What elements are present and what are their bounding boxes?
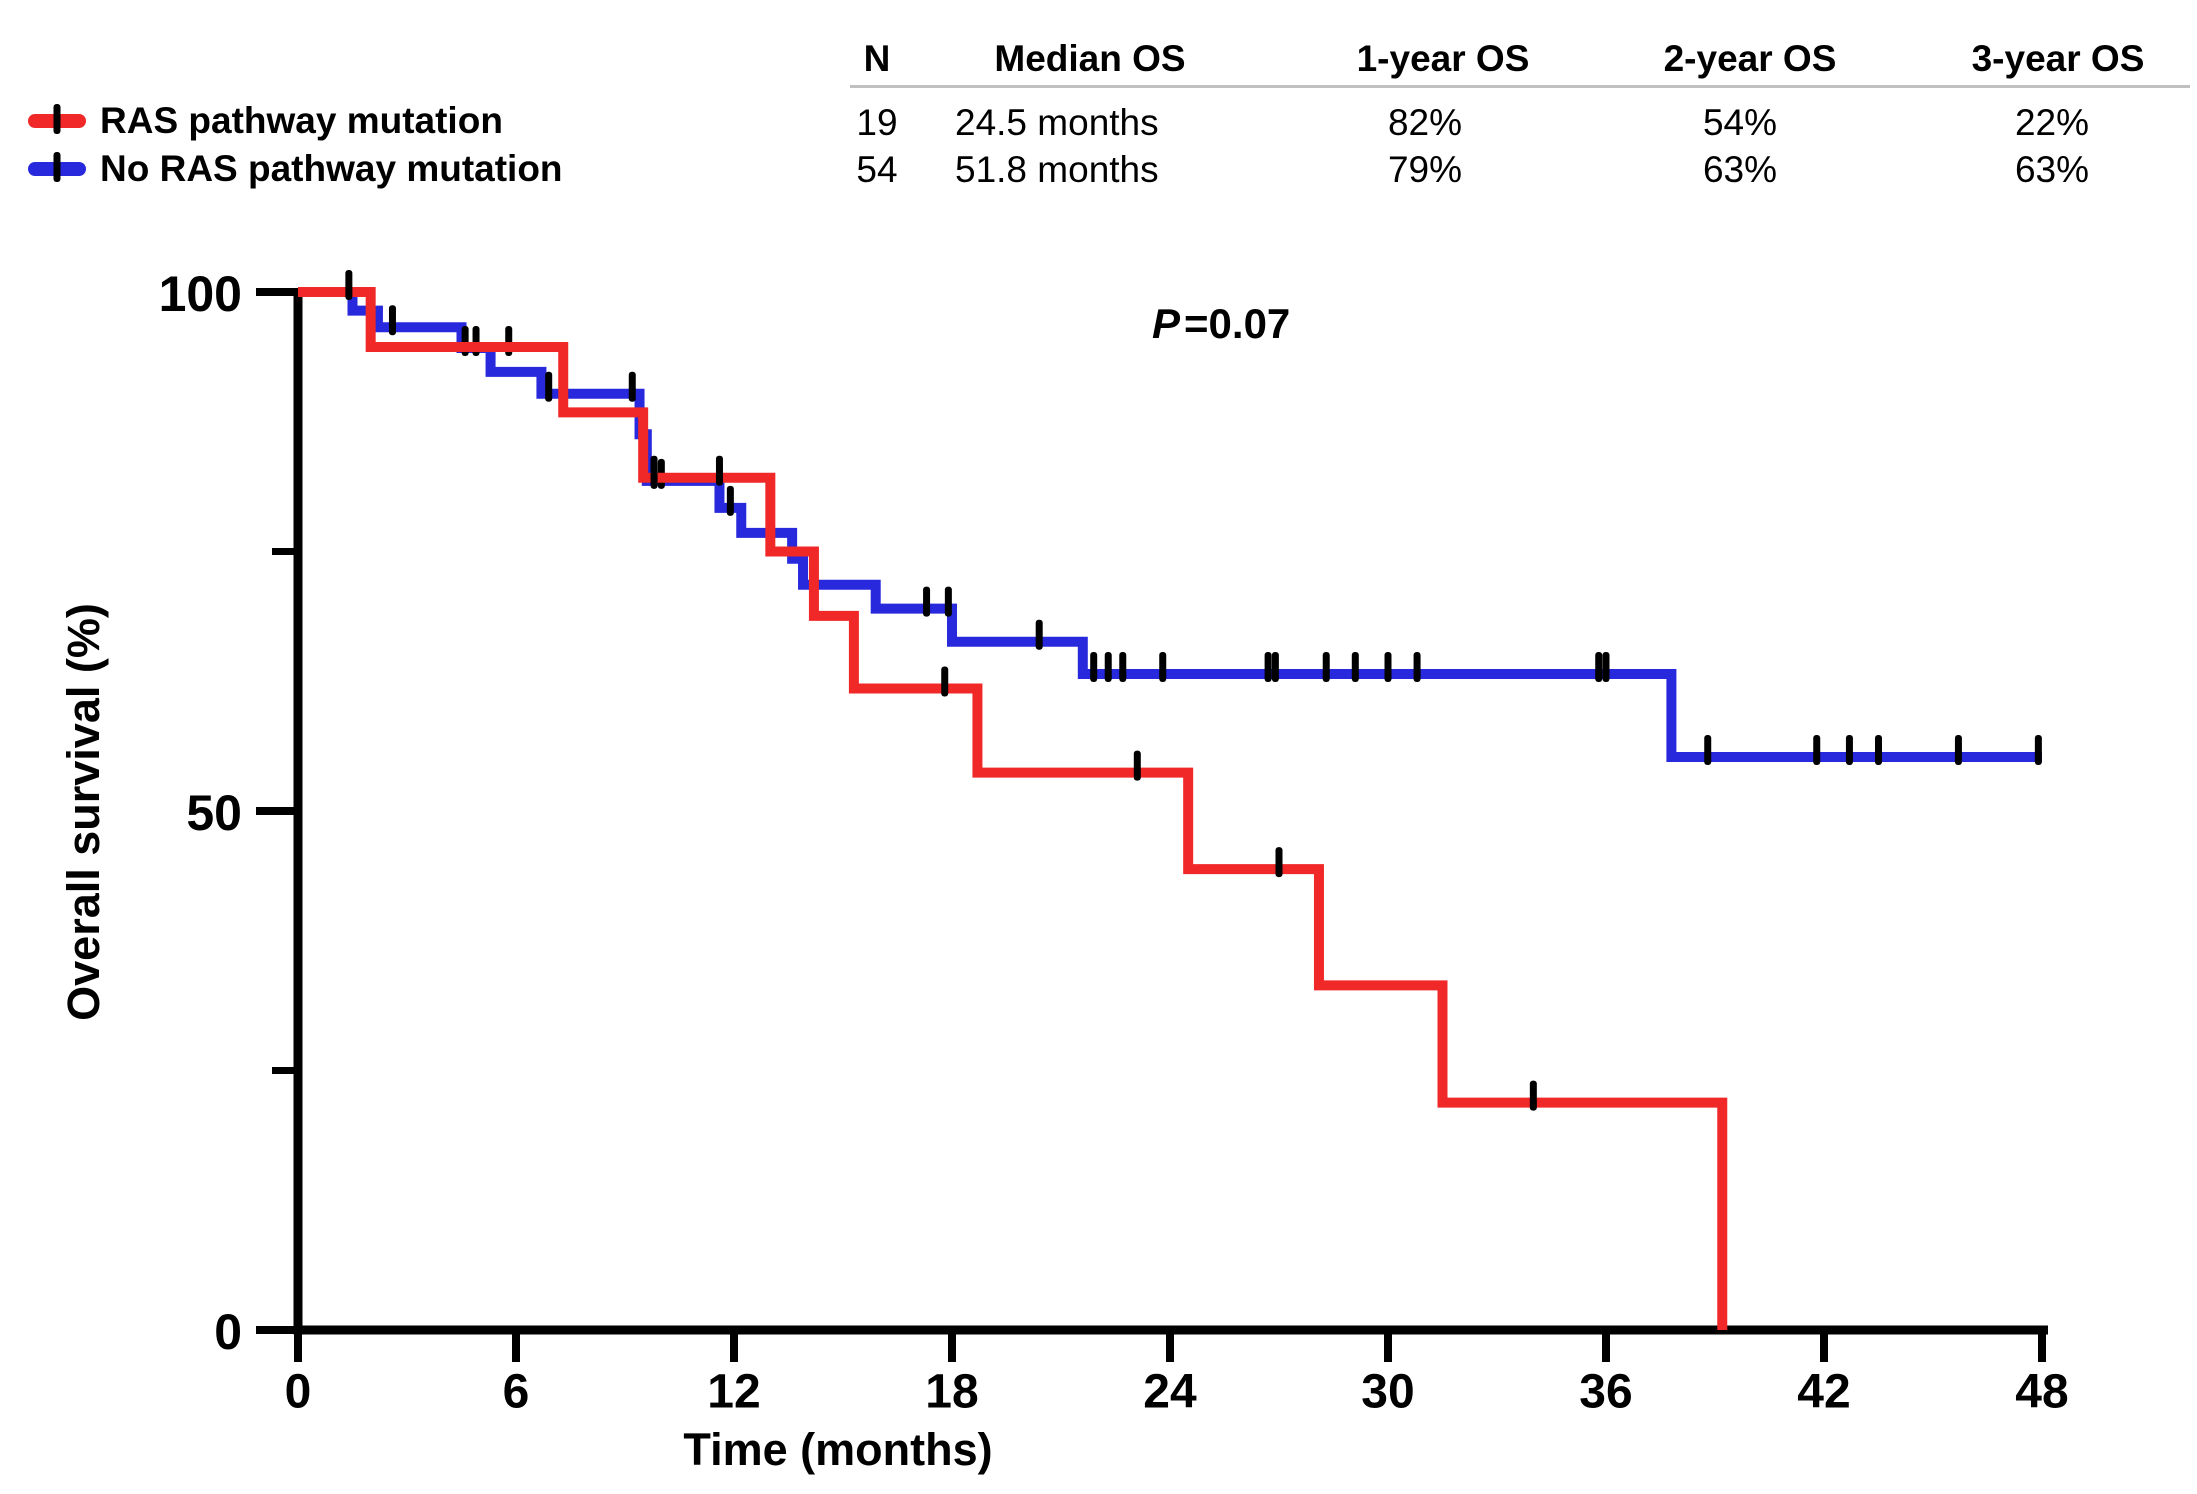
censor-mark	[1813, 735, 1821, 766]
censor-mark	[1104, 651, 1112, 682]
y-tick-label: 0	[214, 1304, 242, 1360]
cell-noras-1yr: 79%	[1387, 149, 1463, 190]
censor-mark	[944, 586, 952, 617]
censor-mark	[1413, 651, 1421, 682]
x-tick-label: 36	[1579, 1366, 1632, 1419]
censor-mark	[1954, 735, 1962, 766]
censor-mark	[388, 305, 396, 336]
censor-mark	[1264, 651, 1272, 682]
p-rest: =0.07	[1184, 300, 1291, 347]
legend-label-no-ras: No RAS pathway mutation	[100, 148, 563, 189]
x-tick-label: 42	[1797, 1366, 1850, 1419]
censor-mark	[2034, 735, 2042, 766]
legend-marker-blue	[28, 152, 86, 182]
x-tick-label: 30	[1361, 1366, 1414, 1419]
header-2yr-os: 2-year OS	[1663, 38, 1837, 79]
x-tick-label: 48	[2015, 1366, 2068, 1419]
censor-mark	[1845, 735, 1853, 766]
header-median-os: Median OS	[994, 38, 1186, 79]
header-3yr-os: 3-year OS	[1971, 38, 2145, 79]
censor-mark	[1529, 1080, 1537, 1111]
cell-ras-n: 19	[856, 102, 898, 143]
cell-ras-3yr: 22%	[2014, 102, 2090, 143]
censor-mark	[715, 455, 723, 486]
cell-noras-2yr: 63%	[1702, 149, 1778, 190]
censor-mark	[545, 371, 553, 402]
cell-noras-n: 54	[856, 149, 898, 190]
censor-mark	[1602, 651, 1610, 682]
cell-noras-3yr: 63%	[2014, 149, 2090, 190]
censor-mark	[628, 371, 636, 402]
censor-mark	[1035, 619, 1043, 650]
cell-ras-median: 24.5 months	[955, 102, 1159, 143]
p-value: P=0.07	[1152, 300, 1290, 348]
x-tick-label: 12	[707, 1366, 760, 1419]
legend-marker-red	[28, 104, 86, 134]
axes	[293, 288, 2048, 1335]
censor-mark	[1271, 651, 1279, 682]
censor-mark	[1119, 651, 1127, 682]
y-tick-label: 50	[186, 785, 242, 841]
cell-noras-median: 51.8 months	[955, 149, 1159, 190]
censor-mark	[1159, 651, 1167, 682]
x-tick-label: 18	[925, 1366, 978, 1419]
censor-mark	[1322, 651, 1330, 682]
censor-mark	[923, 586, 931, 617]
censor-mark	[1090, 651, 1098, 682]
y-tick-label: 100	[159, 266, 242, 322]
censor-mark	[1595, 651, 1603, 682]
censor-mark	[345, 270, 353, 300]
censor-mark	[1275, 847, 1283, 878]
header-n: N	[863, 38, 891, 79]
x-tick-label: 0	[285, 1366, 312, 1419]
cell-ras-2yr: 54%	[1702, 102, 1778, 143]
censor-tick-icon	[53, 152, 61, 182]
x-tick-label: 6	[503, 1366, 530, 1419]
censor-mark	[1384, 651, 1392, 682]
header-1yr-os: 1-year OS	[1356, 38, 1530, 79]
survival-curve	[298, 287, 2042, 763]
censor-tick-icon	[53, 104, 61, 134]
censor-mark	[1351, 651, 1359, 682]
legend-label-ras: RAS pathway mutation	[100, 100, 503, 141]
censor-mark	[1704, 735, 1712, 766]
cell-ras-1yr: 82%	[1387, 102, 1463, 143]
censor-mark	[726, 485, 734, 516]
censor-mark	[650, 455, 658, 486]
censor-mark	[941, 666, 949, 697]
survival-curve	[298, 287, 1728, 1330]
y-axis-label: Overall survival (%)	[58, 603, 109, 1021]
x-tick-label: 24	[1143, 1366, 1197, 1419]
header-underline	[850, 85, 2190, 88]
censor-mark	[1875, 735, 1882, 766]
x-axis-label: Time (months)	[683, 1424, 993, 1475]
censor-mark	[1133, 750, 1141, 781]
p-symbol: P	[1152, 300, 1181, 347]
